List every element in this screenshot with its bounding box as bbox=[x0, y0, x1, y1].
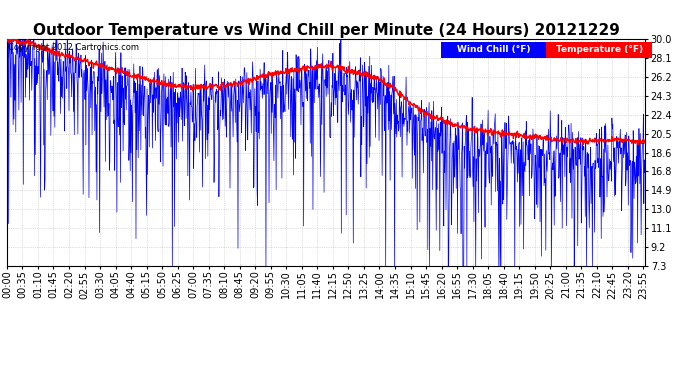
Text: Copyright 2012 Cartronics.com: Copyright 2012 Cartronics.com bbox=[8, 43, 139, 52]
FancyBboxPatch shape bbox=[441, 42, 546, 57]
FancyBboxPatch shape bbox=[546, 42, 651, 57]
Text: Wind Chill (°F): Wind Chill (°F) bbox=[457, 45, 531, 54]
Title: Outdoor Temperature vs Wind Chill per Minute (24 Hours) 20121229: Outdoor Temperature vs Wind Chill per Mi… bbox=[32, 23, 620, 38]
Text: Temperature (°F): Temperature (°F) bbox=[555, 45, 643, 54]
